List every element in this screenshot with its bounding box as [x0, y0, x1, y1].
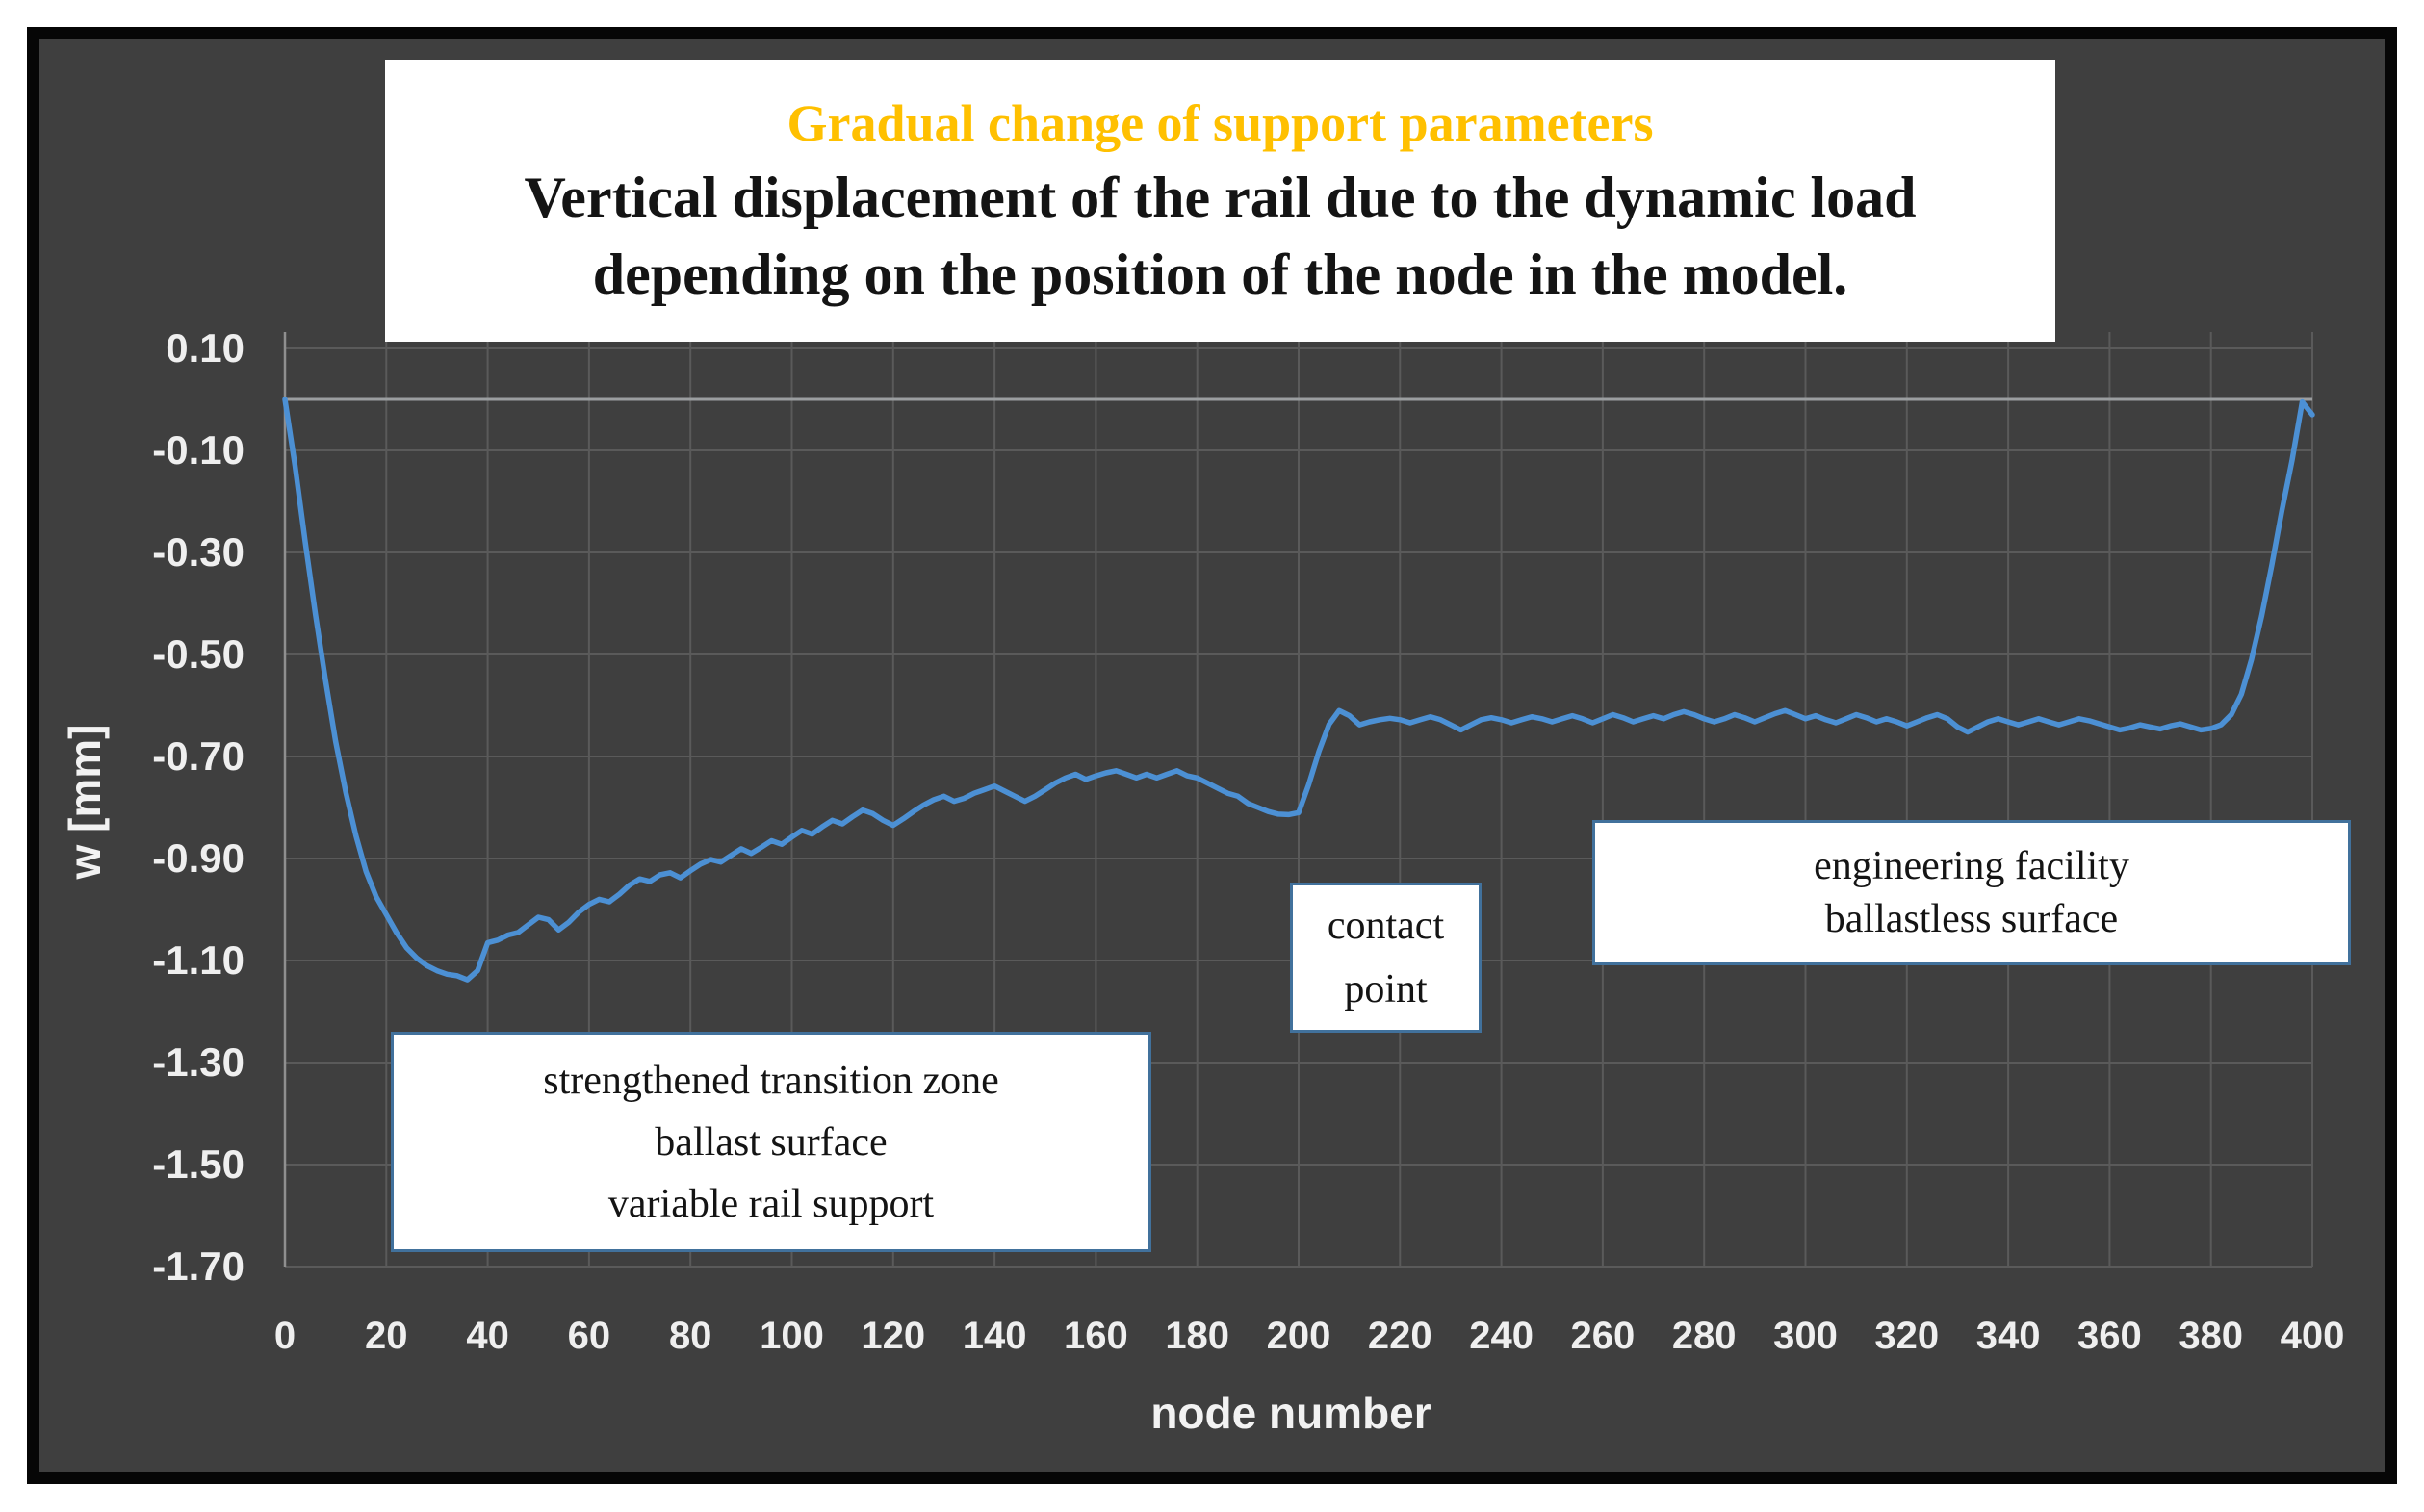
x-tick-label: 120: [861, 1315, 926, 1357]
annotation-line: ballast surface: [655, 1119, 888, 1165]
x-tick-label: 80: [668, 1315, 712, 1357]
x-tick-label: 300: [1773, 1315, 1838, 1357]
annotation-line: point: [1344, 967, 1428, 1012]
chart-subtitle-line1: Vertical displacement of the rail due to…: [524, 166, 1917, 230]
x-tick-label: 400: [2280, 1315, 2345, 1357]
y-tick-label: -1.30: [152, 1039, 245, 1085]
x-tick-label: 220: [1367, 1315, 1432, 1357]
y-tick-label: 0.10: [166, 325, 245, 371]
y-tick-label: -1.50: [152, 1141, 245, 1187]
x-tick-label: 260: [1570, 1315, 1636, 1357]
x-tick-label: 40: [466, 1315, 509, 1357]
annotation-line: contact: [1327, 904, 1445, 948]
chart-title-box: Gradual change of support parameters Ver…: [385, 60, 2055, 342]
annotation-line: engineering facility: [1814, 843, 2129, 888]
annotation-engineering-facility: engineering facility ballastless surface: [1592, 820, 2351, 965]
axis-lines: [283, 332, 2312, 1267]
x-tick-label: 20: [365, 1315, 408, 1357]
displacement-curve: [282, 397, 2315, 983]
x-tick-label: 100: [760, 1315, 824, 1357]
x-tick-label: 180: [1165, 1315, 1230, 1357]
x-tick-label: 60: [567, 1315, 611, 1357]
annotation-line: strengthened transition zone: [543, 1058, 999, 1103]
annotation-contact-point: contact point: [1290, 883, 1482, 1033]
y-tick-label: -0.30: [152, 529, 245, 575]
x-tick-label: 160: [1064, 1315, 1128, 1357]
y-tick-label: -1.10: [152, 937, 245, 983]
chart-subtitle-line2: depending on the position of the node in…: [592, 243, 1848, 307]
gridlines: [285, 332, 2313, 1268]
x-tick-label: 280: [1671, 1315, 1737, 1357]
annotation-line: variable rail support: [607, 1181, 935, 1226]
x-tick-label: 200: [1266, 1315, 1331, 1357]
y-tick-label: -0.50: [152, 631, 245, 677]
annotation-transition-zone: strengthened transition zone ballast sur…: [391, 1032, 1151, 1252]
x-tick-label: 0: [273, 1315, 297, 1357]
y-axis-title: w [mm]: [60, 724, 110, 880]
y-tick-label: -0.70: [152, 733, 245, 779]
x-axis-title: node number: [1150, 1388, 1431, 1438]
x-tick-label: 140: [962, 1315, 1027, 1357]
y-tick-label: -0.90: [152, 835, 245, 881]
x-tick-label: 380: [2179, 1315, 2244, 1357]
chart-title-accent: Gradual change of support parameters: [787, 93, 1654, 152]
y-tick-label: -1.70: [152, 1243, 245, 1289]
annotation-line: ballastless surface: [1824, 896, 2119, 941]
y-tick-label: -0.10: [152, 427, 245, 473]
x-tick-label: 340: [1975, 1315, 2041, 1357]
x-tick-label: 320: [1874, 1315, 1940, 1357]
x-tick-label: 240: [1469, 1315, 1534, 1357]
x-tick-label: 360: [2077, 1315, 2142, 1357]
